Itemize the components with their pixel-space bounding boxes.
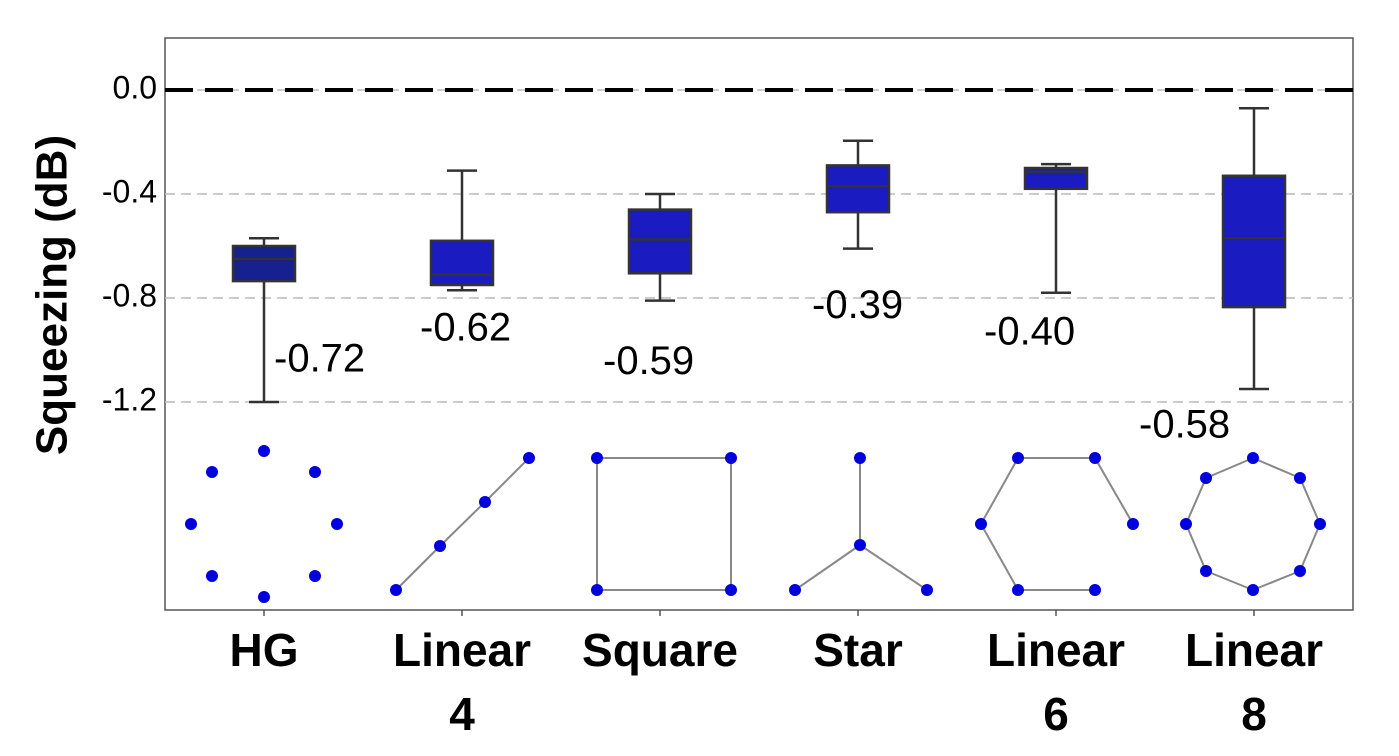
- graph-node: [185, 518, 197, 530]
- graph-node: [975, 518, 987, 530]
- graph-node: [1200, 472, 1212, 484]
- graph-node: [1089, 452, 1101, 464]
- x-tick-label: Linear 6: [986, 624, 1126, 740]
- graph-edge: [1299, 523, 1321, 572]
- graph-node: [1200, 565, 1212, 577]
- annotation: -0.40: [984, 309, 1075, 353]
- graph-edge: [439, 501, 486, 547]
- graph-node: [434, 540, 446, 552]
- graph-node: [258, 445, 270, 457]
- graph-edge: [859, 544, 928, 591]
- graph-node: [725, 452, 737, 464]
- graph-edge: [980, 523, 1019, 591]
- annotation: -0.39: [812, 283, 903, 327]
- graph-node: [1294, 472, 1306, 484]
- graph-node: [1012, 584, 1024, 596]
- graph-edge: [1205, 457, 1254, 479]
- graph-node: [591, 584, 603, 596]
- graph-node: [1089, 584, 1101, 596]
- graph-node: [1247, 584, 1259, 596]
- graph-node: [1180, 518, 1192, 530]
- graph-node: [1247, 452, 1259, 464]
- x-tick-label: HG: [229, 624, 299, 676]
- graph-edge: [794, 544, 861, 591]
- plot-frame: [164, 37, 1354, 611]
- annotation: -0.58: [1139, 403, 1230, 447]
- box: [1221, 174, 1287, 309]
- graph-edge: [395, 545, 441, 591]
- graph-edge: [1252, 457, 1301, 479]
- x-tick-label: Linear 4: [392, 624, 532, 740]
- box: [825, 164, 891, 214]
- graph-node: [390, 584, 402, 596]
- graph-node: [1314, 518, 1326, 530]
- box: [627, 208, 693, 275]
- graph-node: [921, 584, 933, 596]
- y-tick-label: -1.2: [102, 381, 157, 417]
- graph-edge: [1299, 477, 1321, 525]
- x-tick-label: Star: [813, 624, 903, 676]
- y-axis-label: Squeezing (dB): [28, 135, 77, 455]
- graph-node: [331, 518, 343, 530]
- box: [429, 239, 495, 287]
- box: [231, 244, 297, 283]
- x-tick-label: Linear 8: [1184, 624, 1324, 740]
- graph-edge: [484, 457, 530, 503]
- y-tick-label: -0.4: [102, 173, 157, 209]
- graph-node: [206, 466, 218, 478]
- graph-node: [309, 570, 321, 582]
- graph-node: [591, 452, 603, 464]
- graph-node: [789, 584, 801, 596]
- graph-node: [523, 452, 535, 464]
- graph-node: [725, 584, 737, 596]
- graph-node: [479, 496, 491, 508]
- graph-node: [1012, 452, 1024, 464]
- annotation: -0.62: [420, 306, 511, 350]
- graph-node: [854, 452, 866, 464]
- y-tick-label: 0.0: [113, 69, 157, 105]
- graph-edge: [980, 457, 1019, 525]
- graph-edge: [1205, 570, 1254, 591]
- graph-node: [1127, 518, 1139, 530]
- graph-edge: [1185, 477, 1207, 525]
- graph-node: [1294, 565, 1306, 577]
- graph-edge: [1185, 523, 1207, 572]
- y-tick-label: -0.8: [102, 277, 157, 313]
- graph-node: [258, 591, 270, 603]
- box: [1023, 166, 1089, 191]
- graph-edge: [1252, 570, 1301, 591]
- graph-node: [206, 570, 218, 582]
- graph-edge: [1094, 457, 1134, 525]
- annotation: -0.72: [274, 337, 365, 381]
- annotation: -0.59: [603, 339, 694, 383]
- graph-node: [309, 466, 321, 478]
- x-tick-label: Square: [582, 624, 738, 676]
- graph-node: [854, 539, 866, 551]
